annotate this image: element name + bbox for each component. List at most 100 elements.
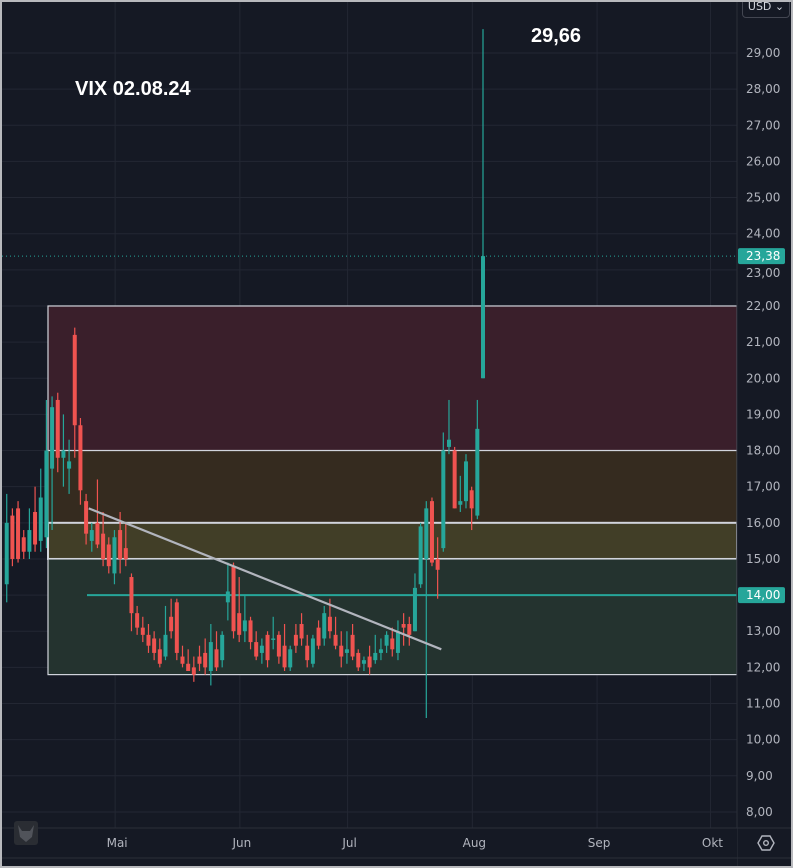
candle — [316, 620, 321, 650]
candle-body — [378, 649, 383, 653]
x-tick-label: Mai — [107, 836, 128, 850]
price-zone[interactable] — [47, 449, 738, 524]
candle — [458, 475, 463, 512]
price-zone[interactable] — [47, 305, 738, 452]
candle-body — [463, 461, 468, 502]
price-zone[interactable] — [47, 521, 738, 560]
chart-title-annotation: VIX 02.08.24 — [75, 78, 191, 100]
candle — [356, 649, 361, 671]
y-tick-label: 10,00 — [746, 733, 780, 747]
candle-body — [327, 616, 332, 632]
candle — [276, 631, 281, 664]
candle — [288, 645, 293, 671]
candle — [310, 634, 315, 668]
candle-body — [475, 428, 480, 516]
candle-body — [225, 591, 230, 603]
candle — [140, 616, 145, 643]
candle-body — [361, 660, 366, 664]
candle-body — [390, 638, 395, 650]
y-tick-label: 19,00 — [746, 407, 780, 421]
candle-body — [305, 645, 310, 661]
candle-body — [418, 526, 423, 585]
x-tick-label: Jun — [231, 836, 251, 850]
candle-body — [458, 501, 463, 505]
price-axis[interactable] — [737, 2, 791, 866]
candle — [469, 486, 474, 531]
candle-body — [21, 537, 26, 552]
candle-body — [152, 638, 157, 653]
candle-body — [146, 634, 151, 646]
candle — [21, 530, 26, 559]
y-tick-label: 15,00 — [746, 552, 780, 566]
candle — [293, 624, 298, 653]
candle-body — [265, 634, 270, 661]
level-price-label: 14,00 — [746, 588, 780, 602]
candle — [129, 573, 134, 632]
candle — [424, 501, 429, 718]
candle-body — [237, 613, 242, 635]
candle-body — [157, 649, 162, 664]
candle-body — [61, 450, 66, 458]
candle-body — [174, 602, 179, 653]
candle-body — [203, 652, 208, 668]
trend-line[interactable] — [88, 507, 442, 651]
candle-body — [38, 497, 43, 541]
candle — [237, 577, 242, 643]
candle-body — [384, 634, 389, 646]
candle-body — [231, 566, 236, 632]
x-tick-label: Okt — [702, 836, 723, 850]
candle-body — [469, 490, 474, 509]
candle — [146, 624, 151, 653]
candle — [248, 616, 253, 650]
candle-body — [89, 530, 94, 541]
candle-body — [248, 620, 253, 643]
candle-body — [373, 652, 378, 661]
candle-body — [310, 638, 315, 664]
candle-body — [180, 656, 185, 664]
candle-body — [316, 627, 321, 646]
candle-body — [10, 515, 15, 559]
last-price-label: 23,38 — [746, 249, 780, 263]
candle-body — [33, 511, 38, 545]
candle — [299, 613, 304, 646]
candle — [429, 497, 434, 567]
x-tick-label: Aug — [463, 836, 486, 850]
price-zone[interactable] — [47, 558, 738, 676]
candle — [475, 399, 480, 520]
candle-body — [67, 461, 72, 469]
gear-icon[interactable] — [757, 835, 775, 851]
candle — [452, 446, 457, 509]
candle-body — [72, 334, 77, 426]
currency-selector[interactable]: USD ⌄ — [742, 2, 790, 18]
candle-body — [481, 256, 485, 379]
candle — [152, 631, 157, 661]
owl-logo-shape — [18, 825, 34, 842]
candle — [259, 638, 264, 664]
candle — [367, 645, 372, 675]
candle-body — [282, 645, 287, 668]
candle — [89, 522, 94, 552]
candle — [401, 613, 406, 646]
y-tick-label: 12,00 — [746, 660, 780, 674]
candle-body — [344, 649, 349, 653]
candle — [67, 439, 72, 494]
candle — [242, 595, 247, 643]
candle — [384, 631, 389, 653]
y-tick-label: 29,00 — [746, 46, 780, 60]
candle — [350, 624, 355, 661]
candle-body — [123, 548, 128, 559]
candle — [61, 414, 66, 487]
candle-body — [435, 558, 440, 570]
candle — [220, 631, 225, 668]
candle-body — [169, 616, 174, 632]
last-price-label-box — [738, 248, 785, 265]
candle-body — [4, 522, 9, 585]
candle — [4, 493, 9, 603]
candle-body — [44, 450, 49, 538]
candle — [322, 605, 327, 646]
candle — [157, 638, 162, 668]
candle — [50, 396, 55, 531]
time-axis[interactable] — [2, 828, 737, 866]
